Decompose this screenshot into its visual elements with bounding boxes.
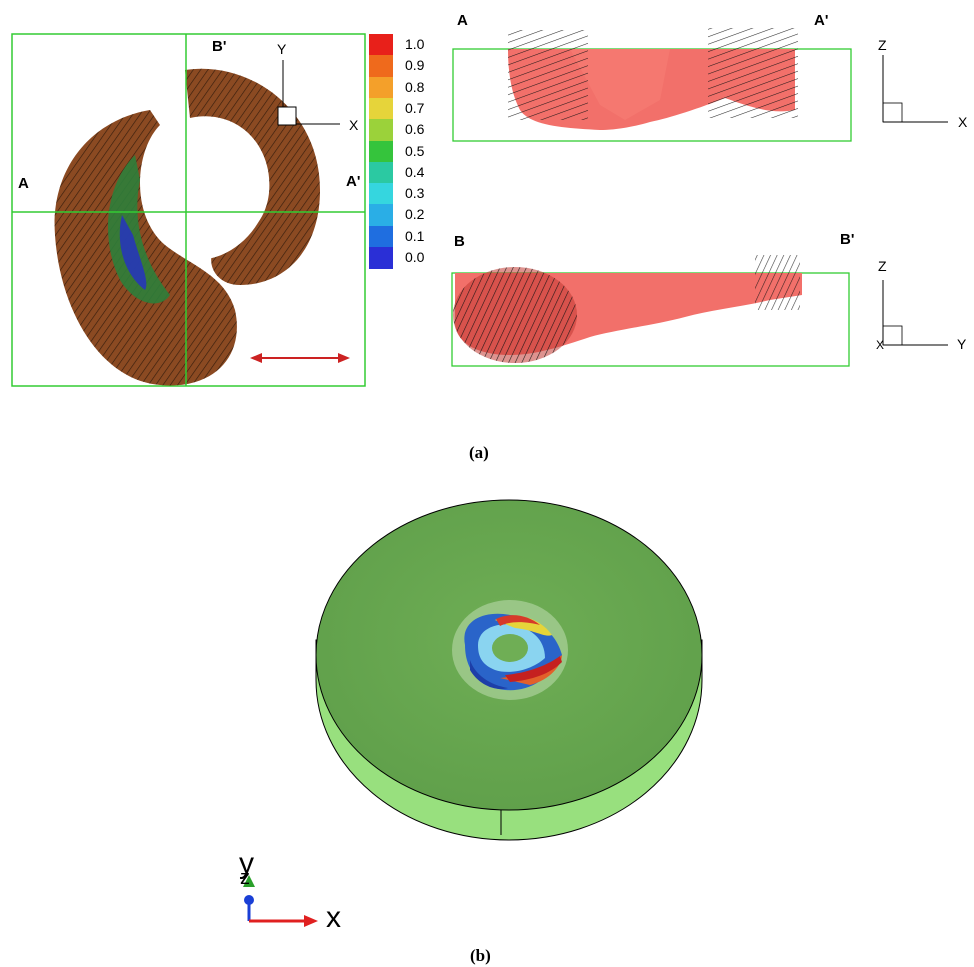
section-aa-label-right: A' [814,12,829,29]
triad-y-label: y [239,847,254,880]
fiber-texture-left [54,110,237,386]
triad-x-label: x [326,901,341,934]
section-bb-axis-z-label: Z [878,258,887,274]
triad-z-head [244,895,254,905]
disc-triad-plot [243,875,318,927]
colorbar-tick-label: 0.4 [405,163,425,180]
disc-panel [300,470,720,850]
colorbar-swatch [369,183,393,205]
top-axis-x-label: X [349,117,359,133]
colorbar: 1.0 0.9 0.8 0.7 0.6 0.5 0.4 0.3 0.2 0.1 0.0 [369,34,449,274]
section-bb-fibers-right [755,255,800,310]
double-arrow-right-head [338,353,350,363]
colorbar-tick-label: 0.0 [405,249,425,265]
ring-band-green [108,155,170,304]
top-axis-origin-box [277,106,297,126]
disc-center-contour [452,600,568,700]
section-aa-plot [452,28,948,142]
top-section-label-a-prime: A' [346,173,361,190]
section-bb-axis-box [882,325,903,346]
top-view-frame [11,33,366,387]
colorbar-swatch [369,76,393,99]
double-arrow-left-head [250,353,262,363]
section-aa-axis-x-label: X [958,114,968,130]
colorbar-swatch [369,225,393,248]
colorbar-tick-label: 0.9 [405,57,425,74]
section-bb-label-right: B' [840,231,855,248]
colorbar-swatch [369,161,393,184]
colorbar-swatch [369,247,393,269]
colorbar-swatch [369,119,393,141]
colorbar-tick-label: 1.0 [405,36,425,52]
section-bb-panel: B B' Z X Y [440,225,974,385]
caption-a: (a) [469,443,489,462]
ring-band-blue [119,215,147,290]
colorbar-tick-label: 0.1 [405,227,425,244]
caption-b: (b) [470,946,491,965]
section-bb-plot [451,255,948,367]
colorbar-swatch [369,97,393,120]
section-bb-label-left: B [454,233,465,250]
ring-hole [144,117,269,260]
colorbar-swatch [369,140,393,163]
section-bb-fibers-left [453,267,577,363]
colorbar-tick-label: 0.8 [405,78,425,95]
colorbar-tick-label: 0.2 [405,206,425,223]
top-section-label-a: A [18,175,29,192]
colorbar-tick-label: 0.5 [405,142,425,159]
section-bb-axis-x-label: X [876,338,885,352]
colorbar-tick-label: 0.7 [405,99,425,116]
triad-x-head [304,915,318,927]
colorbar-tick-label: 0.6 [405,121,425,138]
section-aa-fibers-left [508,30,588,120]
top-axis-y-label: Y [277,41,287,57]
colorbar-tick-label: 0.3 [405,185,425,202]
section-aa-fibers-right [708,28,798,118]
section-aa-axis-box [882,102,903,123]
disc-axis-triad: y z x [230,847,370,945]
triad-z-label: z [240,867,250,889]
disc-plot [315,499,703,841]
section-aa-label-left: A [457,12,468,29]
section-bb-axis-y-label: Y [957,336,967,352]
colorbar-swatch [369,55,393,78]
section-aa-panel: A A' Z X [440,0,974,180]
section-aa-axis-z-label: Z [878,37,887,53]
colorbar-swatch [369,34,393,56]
top-view-panel: A A' B' Y X [0,0,380,400]
top-view-plot [11,33,366,387]
colorbar-swatch [369,204,393,227]
section-aa-inner [570,49,670,120]
triad-y-head [243,875,255,887]
top-section-label-b-prime: B' [212,38,227,55]
